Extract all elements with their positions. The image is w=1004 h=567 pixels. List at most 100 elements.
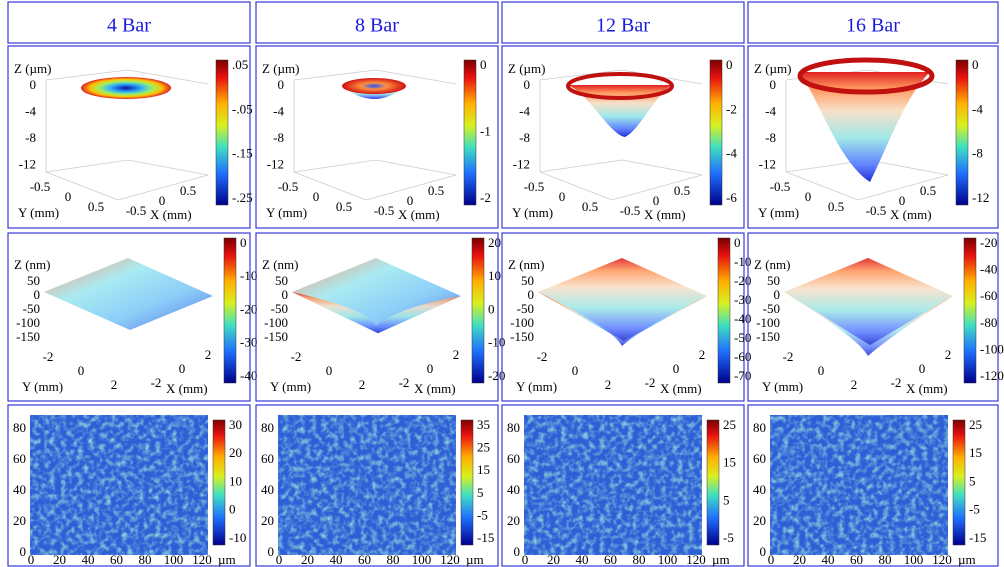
y-tick-label: 0 <box>65 189 72 204</box>
colorbar-label: 0 <box>734 235 741 250</box>
x-tick-label: 80 <box>879 552 892 567</box>
surface <box>81 77 171 99</box>
panel <box>501 45 745 229</box>
y-tick-label: 2 <box>851 377 858 392</box>
colorbar-label: 5 <box>969 473 976 488</box>
axis-box <box>867 159 949 176</box>
colorbar <box>963 237 977 384</box>
y-axis-label: Y (mm) <box>762 379 803 394</box>
colorbar-label: -30 <box>240 335 257 350</box>
panel <box>7 232 251 402</box>
axis-box <box>117 174 209 201</box>
x-axis-label: X (mm) <box>166 381 208 396</box>
panel <box>255 404 499 567</box>
heatmap-texture <box>770 415 948 555</box>
colorbar-label: 15 <box>477 462 490 477</box>
colorbar-label: -80 <box>980 315 997 330</box>
y-axis-label: Y (mm) <box>270 379 311 394</box>
surface <box>292 292 461 334</box>
colorbar-label: 0 <box>488 301 495 316</box>
y-tick-label: 40 <box>753 482 766 497</box>
x-tick-label: -0.5 <box>866 203 887 218</box>
colorbar-label: 15 <box>969 445 982 460</box>
z-tick-label: -4 <box>273 103 284 118</box>
colorbar-label: -5 <box>969 502 980 517</box>
y-tick-label: 60 <box>753 451 766 466</box>
z-axis-label: Z (µm) <box>14 61 51 76</box>
heatmap-texture <box>524 415 702 555</box>
y-tick-label: 60 <box>13 451 26 466</box>
x-axis-label: X (mm) <box>398 207 440 222</box>
z-tick-label: -50 <box>271 301 288 316</box>
x-tick-label: 0 <box>407 193 414 208</box>
surface <box>538 258 707 342</box>
x-tick-label: 0.5 <box>428 183 444 198</box>
colorbar-label: -6 <box>726 190 737 205</box>
colorbar-label: -120 <box>980 368 1004 383</box>
x-axis-label: X (mm) <box>906 381 948 396</box>
x-tick-label: 2 <box>945 347 952 362</box>
axis-box <box>539 159 623 173</box>
x-tick-label: 20 <box>547 552 560 567</box>
axis-box <box>127 69 209 85</box>
axis-box <box>857 174 949 201</box>
colorbar-label: 20 <box>229 445 242 460</box>
y-tick-label: 20 <box>753 513 766 528</box>
x-axis-label: X (mm) <box>150 207 192 222</box>
z-tick-label: 50 <box>27 273 40 288</box>
y-tick-label: 80 <box>507 420 520 435</box>
colorbar-label: -10 <box>229 530 246 545</box>
colorbar <box>215 59 229 206</box>
colorbar <box>463 59 477 206</box>
x-tick-label: 20 <box>301 552 314 567</box>
colorbar-label: -5 <box>477 507 488 522</box>
y-axis-label: Y (mm) <box>22 379 63 394</box>
x-tick-label: 80 <box>633 552 646 567</box>
panel <box>747 404 999 567</box>
z-tick-label: -150 <box>756 329 780 344</box>
z-tick-label: -8 <box>25 130 36 145</box>
axis-box <box>45 69 129 81</box>
z-tick-label: 0 <box>282 287 289 302</box>
colorbar-label: -10 <box>240 268 257 283</box>
x-tick-label: 120 <box>440 552 460 567</box>
y-tick-label: -2 <box>783 349 794 364</box>
z-tick-label: -150 <box>510 329 534 344</box>
z-tick-label: -8 <box>273 130 284 145</box>
surface <box>44 258 213 330</box>
x-tick-label: 0 <box>179 361 186 376</box>
z-tick-label: -50 <box>517 301 534 316</box>
colorbar-label: .05 <box>232 57 248 72</box>
z-tick-label: 0 <box>528 287 535 302</box>
y-tick-label: 0.5 <box>582 199 598 214</box>
z-tick-label: 0 <box>278 77 285 92</box>
z-tick-label: -12 <box>19 156 36 171</box>
y-tick-label: -2 <box>537 349 548 364</box>
panel <box>255 232 499 402</box>
z-tick-label: 0 <box>524 77 531 92</box>
y-tick-label: -2 <box>291 349 302 364</box>
x-tick-label: -2 <box>151 375 162 390</box>
y-tick-label: 0 <box>760 544 767 559</box>
y-tick-label: 0 <box>313 189 320 204</box>
z-tick-label: 50 <box>767 273 780 288</box>
x-tick-label: -2 <box>891 375 902 390</box>
colorbar-label: -.15 <box>232 146 253 161</box>
x-tick-label: 100 <box>412 552 432 567</box>
column-header: 8 Bar <box>355 15 399 37</box>
panel <box>7 45 251 229</box>
colorbar-label: -30 <box>734 292 751 307</box>
x-axis-label: X (mm) <box>660 381 702 396</box>
colorbar-label: -70 <box>734 368 751 383</box>
colorbar-label: -40 <box>734 311 751 326</box>
z-tick-label: 0 <box>34 287 41 302</box>
header-box <box>747 1 999 44</box>
axis-box <box>293 159 377 173</box>
y-tick-label: 40 <box>13 482 26 497</box>
z-tick-label: -100 <box>264 315 288 330</box>
z-tick-label: -4 <box>25 103 36 118</box>
x-tick-label: -0.5 <box>620 203 641 218</box>
panel <box>501 232 745 402</box>
x-axis-unit: µm <box>712 552 730 567</box>
